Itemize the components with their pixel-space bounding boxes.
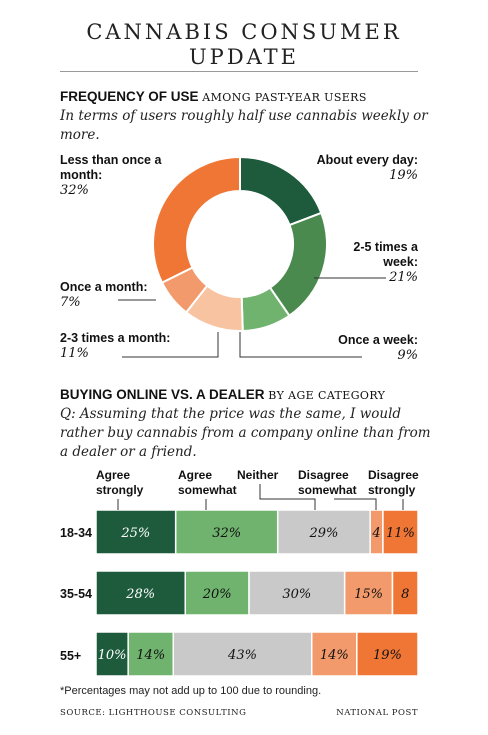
buying-stacked-bar-chart: 25% 32% 29% 4 11% 28% 20% 30% 15% 8 10% 14% 43% 14% 19… [95,509,419,677]
bar-header-leader-lines [117,484,404,510]
donut-label-about-every-day: About every day: [316,153,418,167]
bar-35-54-agree-somewhat-label: 20% [202,587,232,602]
bar-35-54-disagree-strongly [391,570,419,616]
donut-value-once-a-week: 9% [397,348,418,363]
row-label-55-plus: 55+ [60,649,82,663]
bar-35-54-agree-strongly [95,570,187,616]
donut-label-2-5-times-a-week: 2-5 times a week: [353,240,418,269]
page-title-line2: UPDATE [188,45,300,69]
legend-disagree-strongly: Disagree strongly [368,468,419,497]
donut-slice-less-than-once-a-month [152,155,241,284]
donut-value-2-3-times-a-month: 11% [60,346,89,361]
donut-label-less-than-once-a-month: Less than once a month: [60,153,162,182]
frequency-donut-chart [152,155,328,332]
bar-18-34-agree-somewhat-label: 32% [212,526,241,541]
title-divider [60,71,418,72]
donut-value-less-than-once-a-month: 32% [60,183,89,198]
donut-label-2-3-times-a-month: 2-3 times a month: [60,331,171,345]
bar-55-plus-disagree-strongly-label: 19% [373,648,402,663]
legend-agree-strongly: Agree strongly [96,468,144,497]
leader-disagree-somewhat [334,498,377,510]
bar-35-54-neither-label: 30% [282,587,311,602]
bar-55-plus-disagree-strongly [356,631,419,677]
bar-18-34-agree-somewhat [174,509,279,555]
buying-question: Q: Assuming that the price was the same,… [60,406,431,460]
bar-35-54-agree-somewhat [184,570,250,616]
bar-55-plus-disagree-somewhat [310,631,358,677]
bar-55-plus-neither-label: 43% [227,648,257,663]
legend-neither: Neither [237,468,279,482]
frequency-subtitle: AMONG PAST-YEAR USERS [202,91,367,104]
leader-once-a-week [239,332,362,358]
donut-label-once-a-week: Once a week: [338,333,418,347]
buying-section-title: BUYING ONLINE VS. A DEALER BY AGE CATEGO… [60,387,385,402]
bar-18-34-neither-label: 29% [308,526,338,541]
bar-55-plus-disagree-somewhat-label: 14% [320,648,349,663]
legend-agree-somewhat: Agree somewhat [178,468,237,497]
bar-55-plus-agree-somewhat-label: 14% [136,648,165,663]
bar-35-54-disagree-strongly-label: 8 [401,587,409,602]
bar-18-34-disagree-somewhat-label: 4 [371,526,380,541]
bar-55-plus-agree-strongly [95,631,129,677]
buying-title: BUYING ONLINE VS. A DEALER [60,387,265,402]
donut-value-once-a-month: 7% [60,295,81,310]
row-label-18-34: 18-34 [60,526,92,540]
publisher-credit: NATIONAL POST [336,708,418,718]
buying-subtitle: BY AGE CATEGORY [268,389,386,402]
donut-leader-lines [118,277,386,358]
bar-18-34-neither [276,509,371,555]
legend-disagree-somewhat: Disagree somewhat [298,468,357,497]
bar-18-34-disagree-strongly-label: 11% [386,526,415,541]
bar-55-plus-neither [172,631,313,677]
page-title-line1: CANNABIS CONSUMER [86,20,402,44]
source-credit: SOURCE: LIGHTHOUSE CONSULTING [60,708,247,718]
bar-18-34-disagree-strongly [382,509,419,555]
donut-value-2-5-times-a-week: 21% [389,270,418,285]
bar-35-54-disagree-somewhat-label: 15% [354,587,383,602]
bar-18-34-agree-strongly-label: 25% [120,526,150,541]
bar-35-54-agree-strongly-label: 28% [125,587,155,602]
bar-18-34-agree-strongly [95,509,177,555]
frequency-title: FREQUENCY OF USE [60,89,199,104]
donut-value-about-every-day: 19% [389,168,418,183]
row-label-35-54: 35-54 [60,587,92,601]
leader-neither [259,484,316,510]
bar-55-plus-agree-strongly-label: 10% [98,648,127,663]
bar-35-54-disagree-somewhat [343,570,394,616]
frequency-description: In terms of users roughly half use canna… [60,108,428,143]
donut-label-once-a-month: Once a month: [60,280,148,294]
leader-2-3-times-a-month [122,332,219,358]
frequency-section-title: FREQUENCY OF USE AMONG PAST-YEAR USERS [60,89,367,104]
bar-55-plus-agree-somewhat [127,631,175,677]
footnote: *Percentages may not add up to 100 due t… [60,685,322,697]
